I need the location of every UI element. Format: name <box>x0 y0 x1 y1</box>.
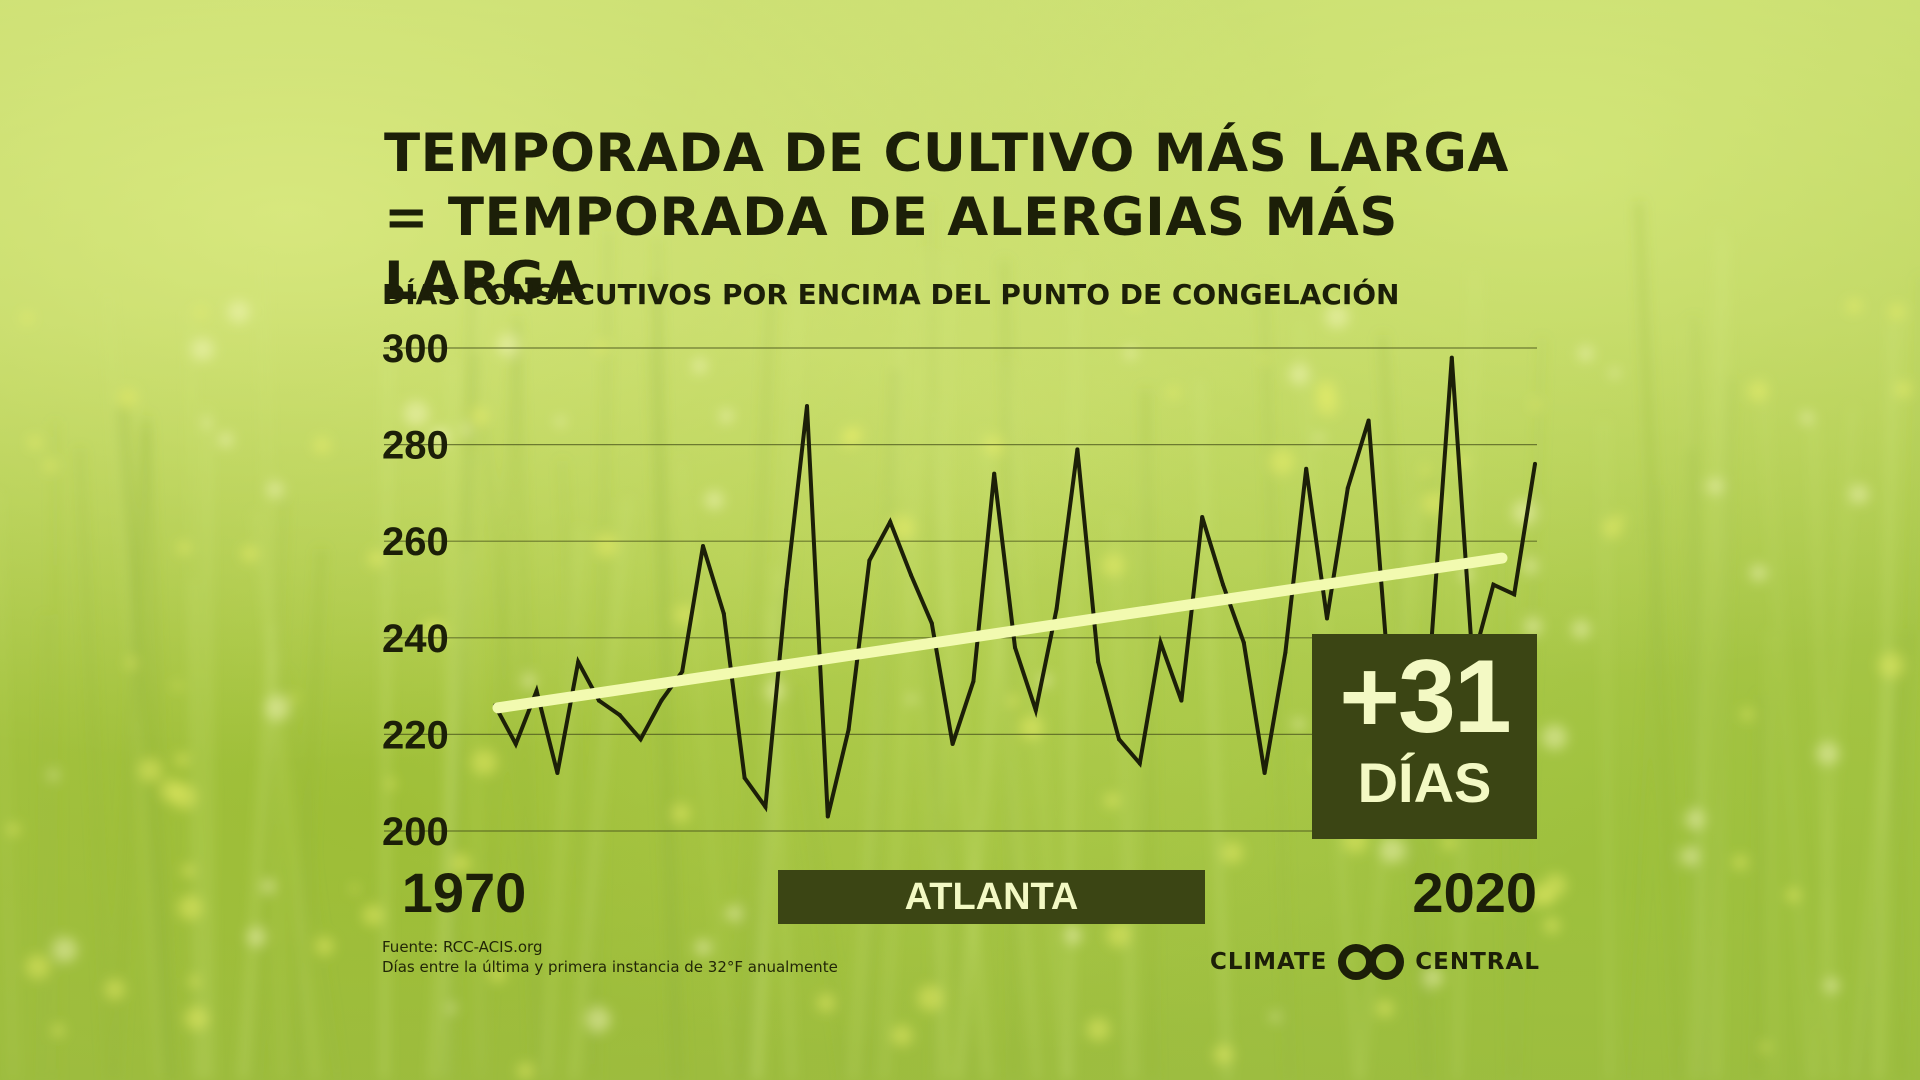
y-axis-label: DÍAS CONSECUTIVOS POR ENCIMA DEL PUNTO D… <box>382 278 1400 311</box>
data-point <box>534 688 539 693</box>
data-point <box>1013 645 1017 650</box>
x-tick-label: 1970 <box>402 861 527 924</box>
location-label: ATLANTA <box>778 870 1205 924</box>
y-tick-label: 260 <box>382 520 449 564</box>
data-point <box>1054 606 1059 611</box>
data-point <box>1366 418 1371 423</box>
data-point <box>1262 771 1267 776</box>
x-tick-label: 2020 <box>1412 861 1537 924</box>
data-point <box>680 669 685 674</box>
data-point <box>1449 355 1454 360</box>
data-point <box>888 519 893 524</box>
y-tick-label: 220 <box>382 713 449 757</box>
data-point <box>1158 640 1163 645</box>
data-point <box>929 621 934 626</box>
data-point <box>576 659 581 664</box>
data-point <box>867 558 872 563</box>
source-note: Fuente: RCC-ACIS.org Días entre la últim… <box>382 937 982 977</box>
data-point <box>1283 650 1288 655</box>
data-point <box>1241 640 1246 645</box>
change-badge: +31 DÍAS <box>1312 634 1537 839</box>
y-tick-label: 300 <box>382 327 449 371</box>
data-point <box>825 814 830 819</box>
data-point <box>950 742 955 747</box>
x-tick-labels: 1970 2020 <box>402 861 1537 924</box>
data-point <box>1179 698 1184 703</box>
title-line-2: = TEMPORADA DE ALERGIAS MÁS LARGA <box>384 187 1398 312</box>
badge-value: +31 <box>1339 639 1511 755</box>
data-point <box>638 737 643 742</box>
data-point <box>555 771 560 776</box>
chart-title: TEMPORADA DE CULTIVO MÁS LARGA = TEMPORA… <box>384 122 1584 314</box>
data-point <box>971 679 976 684</box>
data-point <box>1033 708 1038 713</box>
data-point <box>617 713 622 718</box>
trend-line <box>492 552 1508 714</box>
data-point <box>597 698 601 703</box>
climate-central-logo: CLIMATE CENTRAL <box>1210 942 1540 982</box>
data-point <box>1533 461 1537 466</box>
data-point <box>1221 582 1225 587</box>
logo-rings-icon <box>1338 944 1405 980</box>
data-point <box>1075 447 1080 452</box>
data-point <box>1491 582 1496 587</box>
data-point <box>805 403 809 408</box>
source-text: Fuente: RCC-ACIS.org <box>382 938 543 956</box>
data-point <box>1137 761 1142 766</box>
y-tick-label: 240 <box>382 617 449 661</box>
data-point <box>1304 466 1309 471</box>
y-tick-label: 200 <box>382 810 449 854</box>
y-tick-label: 280 <box>382 424 449 468</box>
method-note: Días entre la última y primera instancia… <box>382 958 838 976</box>
data-point <box>763 804 768 809</box>
logo-word-climate: CLIMATE <box>1210 949 1328 975</box>
data-point <box>1325 616 1329 621</box>
data-point <box>742 775 747 780</box>
data-point <box>1512 592 1517 597</box>
data-point <box>1117 737 1121 742</box>
trend-group <box>492 552 1508 714</box>
data-point <box>1096 659 1101 664</box>
data-point <box>846 727 851 732</box>
data-point <box>1200 515 1205 520</box>
data-point <box>909 573 913 578</box>
data-point <box>1345 486 1350 491</box>
data-point <box>513 742 518 747</box>
logo-word-central: CENTRAL <box>1415 949 1540 975</box>
data-point <box>992 471 997 476</box>
data-point <box>701 544 705 549</box>
badge-unit: DÍAS <box>1357 751 1492 814</box>
data-point <box>659 698 664 703</box>
data-point <box>784 587 789 592</box>
y-tick-labels: 300 280 260 240 220 200 <box>382 327 449 854</box>
data-point <box>721 611 726 616</box>
title-line-1: TEMPORADA DE CULTIVO MÁS LARGA <box>384 123 1509 184</box>
